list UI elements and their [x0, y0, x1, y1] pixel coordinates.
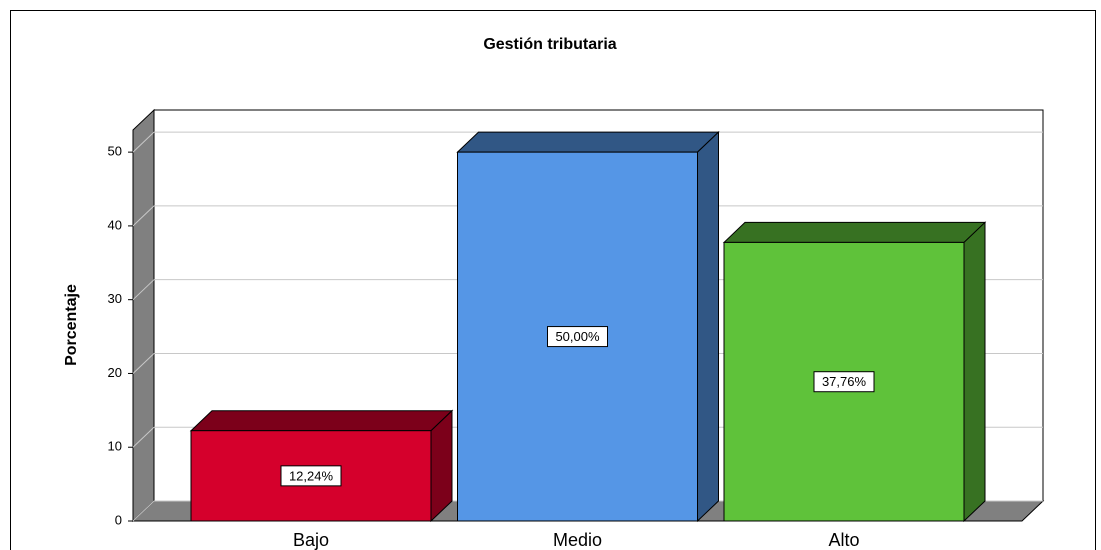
- value-label: 37,76%: [822, 374, 867, 389]
- x-tick-label: Alto: [828, 530, 859, 550]
- grid-line: [132, 131, 155, 153]
- bar-top: [189, 410, 454, 432]
- grid-line: [132, 205, 155, 227]
- grid-line: [132, 426, 155, 448]
- value-label: 12,24%: [289, 468, 334, 483]
- chart-title: Gestión tributaria: [483, 36, 616, 53]
- y-tick-label: 40: [108, 217, 122, 232]
- bar-side: [430, 409, 453, 523]
- bar-top: [722, 221, 987, 243]
- y-tick-label: 10: [108, 439, 122, 454]
- x-tick-label: Medio: [553, 530, 602, 550]
- value-label-box: [813, 371, 875, 393]
- y-tick-label: 0: [115, 512, 122, 527]
- bar-top: [456, 131, 720, 153]
- y-tick-label: 20: [108, 365, 122, 380]
- value-label: 50,00%: [555, 329, 600, 344]
- grid-line: [132, 500, 155, 522]
- y-axis-label: Porcentaje: [63, 284, 80, 366]
- y-tick-label: 30: [108, 291, 122, 306]
- value-label-box: [280, 465, 342, 487]
- grid-line: [132, 353, 155, 374]
- y-tick-label: 50: [108, 144, 122, 159]
- grid-line: [132, 279, 155, 301]
- bar-side: [697, 130, 719, 523]
- side-wall: [132, 108, 155, 523]
- value-label-box: [547, 326, 608, 348]
- bar-side: [963, 221, 986, 523]
- x-tick-label: Bajo: [293, 530, 329, 550]
